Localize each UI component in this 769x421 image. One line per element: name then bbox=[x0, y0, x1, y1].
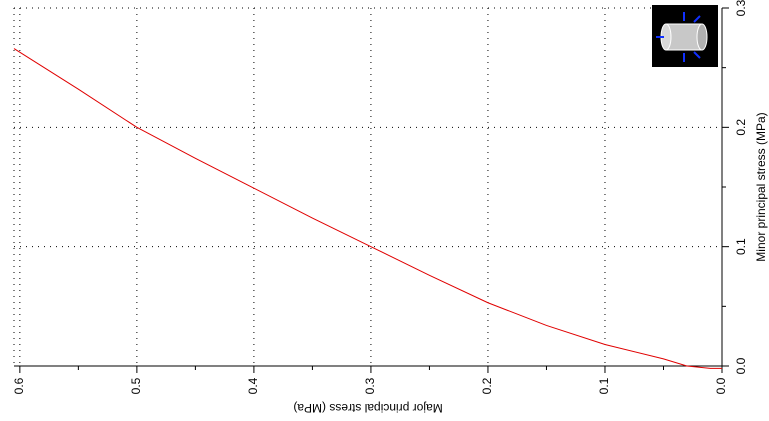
x-axis-label: Major principal stress (MPa) bbox=[293, 401, 442, 415]
stress-icon bbox=[652, 5, 718, 67]
y-tick-label: 0.2 bbox=[734, 119, 748, 136]
x-tick-label: 0.2 bbox=[480, 377, 494, 394]
y-tick-label: 0.1 bbox=[734, 238, 748, 255]
x-tick-label: 0.3 bbox=[363, 377, 377, 394]
x-tick-label: 0.0 bbox=[714, 377, 728, 394]
x-tick-label: 0.4 bbox=[246, 377, 260, 394]
x-tick-label: 0.1 bbox=[597, 377, 611, 394]
y-tick-label: 0.0 bbox=[734, 357, 748, 374]
data-line bbox=[13, 48, 722, 369]
y-tick-label: 0.3 bbox=[734, 0, 748, 16]
x-tick-label: 0.6 bbox=[12, 377, 26, 394]
x-tick-label: 0.5 bbox=[129, 377, 143, 394]
y-axis-label: Minor principal stress (MPa) bbox=[754, 112, 768, 261]
